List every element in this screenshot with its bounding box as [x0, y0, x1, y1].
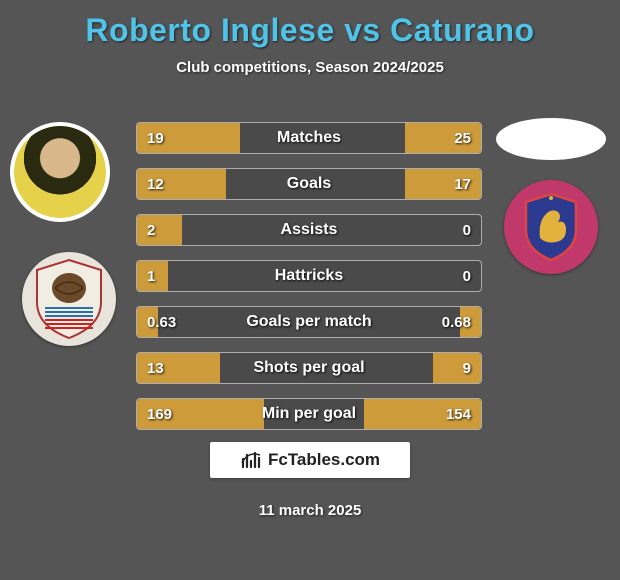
stat-row: 2 0 Assists — [136, 214, 482, 246]
stat-value-left: 169 — [147, 406, 172, 423]
stat-label: Matches — [277, 129, 341, 147]
player-left-avatar — [10, 122, 110, 222]
stat-rows-container: 19 25 Matches 12 17 Goals 2 0 Assists 1 0 Hattricks… — [136, 122, 482, 444]
stat-value-right: 0.68 — [442, 314, 471, 331]
stat-value-left: 1 — [147, 268, 155, 285]
stat-value-left: 12 — [147, 176, 164, 193]
stat-row: 13 9 Shots per goal — [136, 352, 482, 384]
fctables-icon — [240, 449, 262, 471]
stat-label: Hattricks — [275, 267, 343, 285]
stat-row: 19 25 Matches — [136, 122, 482, 154]
stat-value-right: 0 — [463, 222, 471, 239]
club-right-badge — [504, 180, 598, 274]
stat-value-left: 19 — [147, 130, 164, 147]
stat-bar-left — [137, 215, 182, 245]
club-right-icon — [522, 192, 580, 262]
stat-value-left: 0.63 — [147, 314, 176, 331]
stat-label: Assists — [281, 221, 338, 239]
stat-row: 12 17 Goals — [136, 168, 482, 200]
stat-value-right: 25 — [454, 130, 471, 147]
date-label: 11 march 2025 — [0, 502, 620, 519]
stat-row: 1 0 Hattricks — [136, 260, 482, 292]
stat-value-right: 17 — [454, 176, 471, 193]
club-left-icon — [33, 258, 105, 340]
player-right-avatar — [496, 118, 606, 160]
stat-value-right: 154 — [446, 406, 471, 423]
fctables-badge: FcTables.com — [210, 442, 410, 478]
club-left-badge — [22, 252, 116, 346]
stat-value-left: 2 — [147, 222, 155, 239]
stat-bar-right — [433, 353, 481, 383]
subtitle: Club competitions, Season 2024/2025 — [0, 59, 620, 76]
stat-row: 0.63 0.68 Goals per match — [136, 306, 482, 338]
fctables-label: FcTables.com — [268, 450, 380, 470]
stat-value-right: 0 — [463, 268, 471, 285]
stat-label: Goals per match — [246, 313, 371, 331]
stat-label: Shots per goal — [253, 359, 364, 377]
stat-label: Min per goal — [262, 405, 356, 423]
stat-row: 169 154 Min per goal — [136, 398, 482, 430]
stat-value-left: 13 — [147, 360, 164, 377]
stat-label: Goals — [287, 175, 331, 193]
page-title: Roberto Inglese vs Caturano — [0, 0, 620, 49]
stat-value-right: 9 — [463, 360, 471, 377]
